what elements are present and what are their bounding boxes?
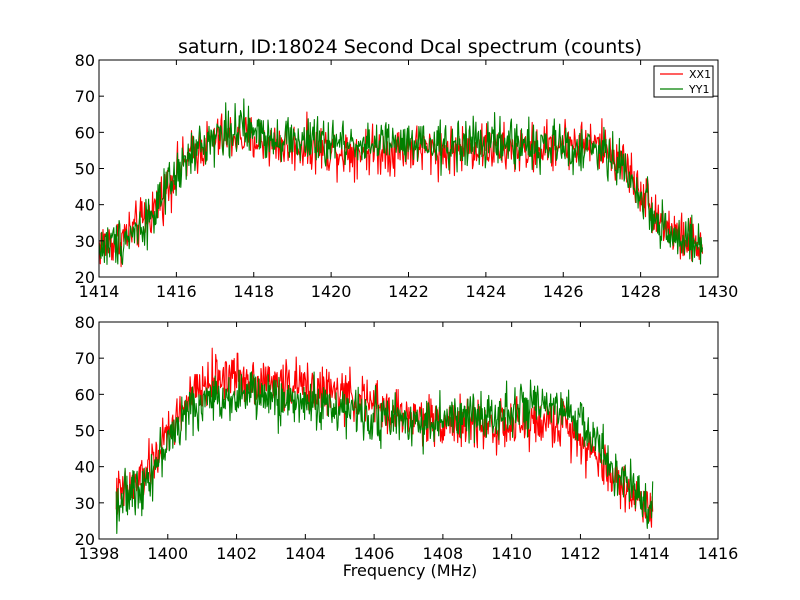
x-axis-label: Frequency (MHz) — [343, 561, 477, 580]
x-tick-label: 1424 — [466, 282, 507, 301]
x-tick-label: 1428 — [620, 282, 661, 301]
x-tick-label: 1416 — [698, 544, 739, 563]
y-tick-label: 20 — [75, 268, 95, 287]
top-spectrum-plot: 1414 1416 1418 1420 1422 1424 1426 1428 1430 20 30… — [75, 51, 739, 301]
y-tick-label: 60 — [75, 123, 95, 142]
x-tick-label: 1416 — [156, 282, 197, 301]
legend: XX1 YY1 — [653, 65, 714, 98]
y-tick-label: 80 — [75, 51, 95, 70]
x-tick-label: 1412 — [560, 544, 601, 563]
y-tick-label: 50 — [75, 160, 95, 179]
x-tick-label: 1420 — [311, 282, 352, 301]
y-tick-label: 40 — [75, 458, 95, 477]
y-tick-label: 30 — [75, 494, 95, 513]
x-tick-label: 1410 — [491, 544, 532, 563]
legend-xx1-label: XX1 — [689, 68, 711, 81]
x-tick-label: 1414 — [79, 282, 120, 301]
y-tick-label: 70 — [75, 87, 95, 106]
legend-yy1-label: YY1 — [688, 83, 709, 96]
x-tick-label: 1414 — [629, 544, 670, 563]
x-tick-label: 1402 — [216, 544, 257, 563]
chart-title: saturn, ID:18024 Second Dcal spectrum (c… — [178, 36, 642, 58]
x-tick-label: 1398 — [79, 544, 120, 563]
x-tick-label: 1422 — [388, 282, 429, 301]
y-tick-label: 20 — [75, 530, 95, 549]
bottom-spectrum-plot: 1398 1400 1402 1404 1406 1408 1410 1412 1414 1416… — [75, 313, 739, 563]
y-tick-label: 30 — [75, 232, 95, 251]
x-tick-label: 1418 — [233, 282, 274, 301]
x-tick-label: 1406 — [354, 544, 395, 563]
x-tick-label: 1404 — [285, 544, 326, 563]
x-tick-label: 1430 — [698, 282, 739, 301]
y-tick-label: 70 — [75, 349, 95, 368]
series-line-yy1-bottom — [115, 369, 654, 535]
legend-box — [653, 65, 714, 98]
x-tick-label: 1400 — [147, 544, 188, 563]
x-tick-label: 1426 — [543, 282, 584, 301]
x-tick-label: 1408 — [423, 544, 464, 563]
y-tick-label: 40 — [75, 196, 95, 215]
y-tick-label: 50 — [75, 422, 95, 441]
series-line-yy1-top — [98, 98, 704, 265]
y-tick-label: 60 — [75, 385, 95, 404]
y-tick-label: 80 — [75, 313, 95, 332]
